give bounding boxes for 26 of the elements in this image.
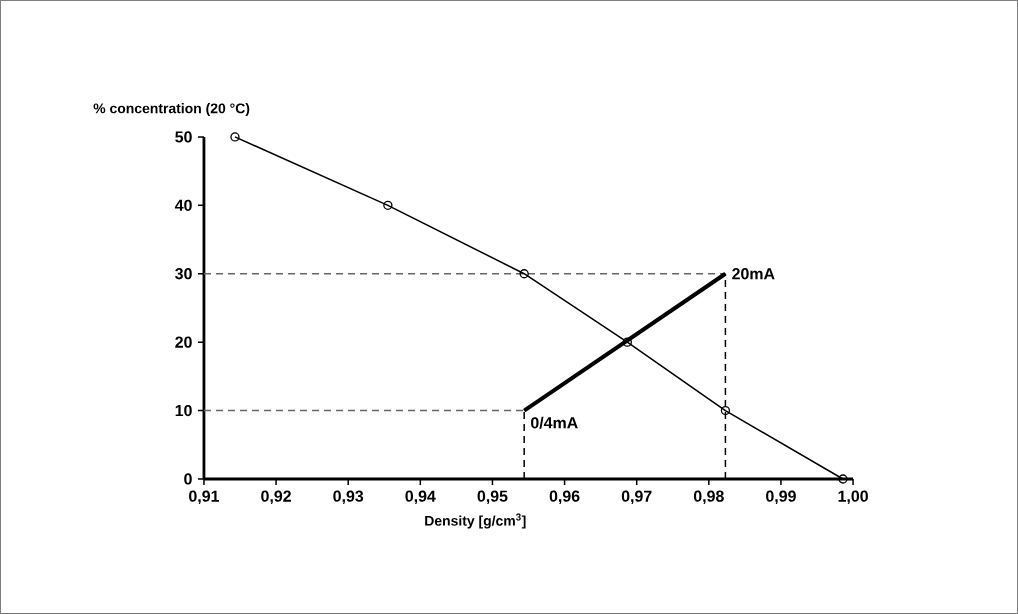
x-tick-label: 0,98 <box>693 490 724 505</box>
point <box>622 337 632 347</box>
y-axis-title: % concentration (20 °C) <box>93 103 250 117</box>
x-tick-label: 0,95 <box>477 490 508 505</box>
x-tick-label: 0,91 <box>189 490 220 505</box>
y-tick-label: 50 <box>175 131 192 143</box>
point <box>519 269 529 279</box>
x-tick-label: 0,93 <box>333 490 364 505</box>
x-tick-label: 0,94 <box>405 490 436 505</box>
y-tick-label: 30 <box>175 268 192 280</box>
x-tick-label: 0,92 <box>261 490 291 505</box>
point <box>230 132 240 142</box>
point <box>383 200 393 211</box>
x-tick-label: 0,96 <box>549 490 580 505</box>
point <box>720 405 731 416</box>
y-tick-label: 0 <box>184 473 192 485</box>
x-tick-label: 0,97 <box>621 490 652 505</box>
x-tick-label: 0,99 <box>766 490 796 505</box>
x-tick-label: 1,00 <box>838 490 868 505</box>
annotation: 0/4mA <box>531 416 578 429</box>
y-tick-label: 40 <box>174 199 192 212</box>
y-tick-label: 20 <box>175 336 192 348</box>
point <box>838 474 848 484</box>
annotation: 20mA <box>732 268 775 280</box>
y-tick-label: 10 <box>175 404 192 417</box>
x-axis-title: Density [g/cm$^{3}$] <box>425 513 526 529</box>
